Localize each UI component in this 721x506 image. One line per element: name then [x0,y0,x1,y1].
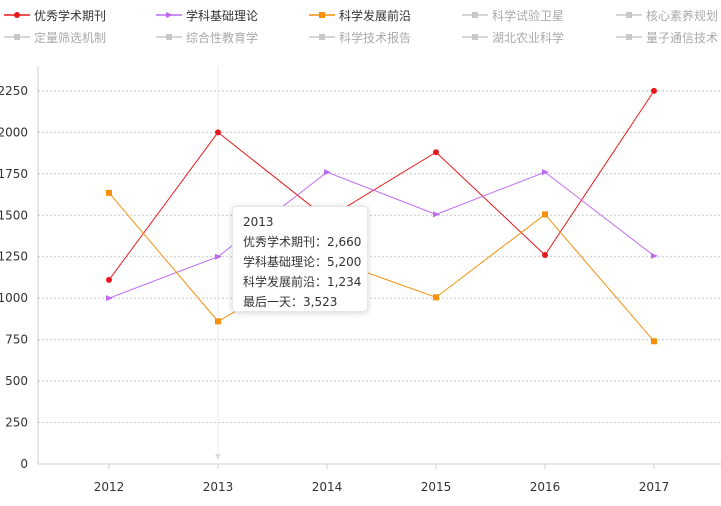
y-tick-label: 250 [5,416,28,430]
series-line [108,90,655,281]
legend-item[interactable]: 学科基础理论 [156,5,258,25]
legend-marker [14,34,20,40]
x-tick-label: 2015 [421,480,452,494]
x-tick-label: 2012 [94,480,125,494]
series-line [108,192,655,342]
tooltip-row: 最后一天：3,523 [243,295,338,309]
y-tick-label: 1500 [0,208,28,222]
legend-marker [319,34,325,40]
square-marker-icon [462,34,488,40]
legend-label: 科学发展前沿 [339,8,412,23]
legend-label: 科学技术报告 [339,30,412,45]
square-marker-icon [309,12,335,18]
tooltip-title: 2013 [243,215,274,229]
data-point [215,129,221,136]
legend-label: 科学试验卫星 [492,8,565,23]
legend-label: 学科基础理论 [186,8,259,23]
y-tick-label: 1750 [0,167,28,181]
data-point [433,294,439,301]
tooltip-row: 科学发展前沿：1,234 [243,275,362,289]
legend-item[interactable]: 综合性教育学 [156,27,258,47]
legend-item[interactable]: 优秀学术期刊 [4,5,106,25]
legend-item[interactable]: 量子通信技术 [616,27,718,47]
y-tick-label: 500 [5,374,28,388]
data-point [542,169,549,176]
data-point [651,338,657,345]
series-line [108,171,655,299]
data-point [433,211,440,218]
y-tick-label: 2250 [0,84,28,98]
legend-item[interactable]: 湖北农业科学 [462,27,564,47]
legend-item[interactable]: 科学技术报告 [309,27,411,47]
data-point [433,149,439,156]
series [106,169,658,302]
legend-marker [626,34,632,40]
x-tick-label: 2013 [203,480,234,494]
data-point [542,252,548,259]
data-point [106,295,113,302]
series [106,189,657,345]
data-point [215,318,221,325]
legend-marker [472,12,478,18]
series [106,87,657,283]
data-point [324,169,331,176]
y-tick-label: 2000 [0,125,28,139]
data-point [651,87,657,94]
square-marker-icon [156,34,182,40]
legend-marker [14,12,20,18]
legend-item[interactable]: 科学试验卫星 [462,5,564,25]
y-tick-label: 1250 [0,250,28,264]
x-tick-label: 2014 [312,480,343,494]
legend-marker [319,12,325,18]
legend-label: 湖北农业科学 [492,30,565,45]
data-point [106,276,112,283]
y-tick-label: 750 [5,333,28,347]
x-tick-label: 2016 [530,480,561,494]
legend-label: 优秀学术期刊 [34,8,107,23]
legend-label: 综合性教育学 [186,30,259,45]
tooltip-row: 学科基础理论：5,200 [243,255,362,269]
legend-item[interactable]: 定量筛选机制 [4,27,106,47]
chart-tooltip: 2013 优秀学术期刊：2,660 学科基础理论：5,200 科学发展前沿：1,… [232,206,368,312]
data-point [215,253,222,260]
legend-item[interactable]: 科学发展前沿 [309,5,411,25]
triangle-marker-icon [156,12,182,18]
axes [37,66,721,465]
series-lines [106,87,658,345]
y-tick-label: 0 [20,457,28,471]
legend-marker [166,12,173,18]
legend-item[interactable]: 核心素养规划 [616,5,718,25]
crosshair-arrow [215,454,221,460]
square-marker-icon [309,34,335,40]
data-point [542,211,548,218]
tooltip-row: 优秀学术期刊：2,660 [243,235,362,249]
x-axis-ticks: 2012 2013 2014 2015 2016 2017 [94,464,670,494]
legend-label: 量子通信技术 [646,30,719,45]
legend-label: 定量筛选机制 [34,30,107,45]
chart-legend: 优秀学术期刊 学科基础理论 科学发展前沿 科学试验卫星 核心素养规划定量筛选机制 综合性教… [0,0,721,50]
data-point [106,189,112,196]
square-marker-icon [462,12,488,18]
x-tick-label: 2017 [639,480,670,494]
square-marker-icon [616,12,642,18]
legend-label: 核心素养规划 [646,8,719,23]
legend-marker [166,34,172,40]
y-tick-label: 1000 [0,291,28,305]
legend-marker [472,34,478,40]
y-axis-ticks: 0 250 500 750 1000 1250 1500 1750 2000 2250 [0,84,28,471]
data-point [651,252,658,259]
hover-crosshair [215,66,221,460]
circle-marker-icon [4,12,30,18]
grid-lines [38,90,721,424]
square-marker-icon [616,34,642,40]
square-marker-icon [4,34,30,40]
legend-marker [626,12,632,18]
